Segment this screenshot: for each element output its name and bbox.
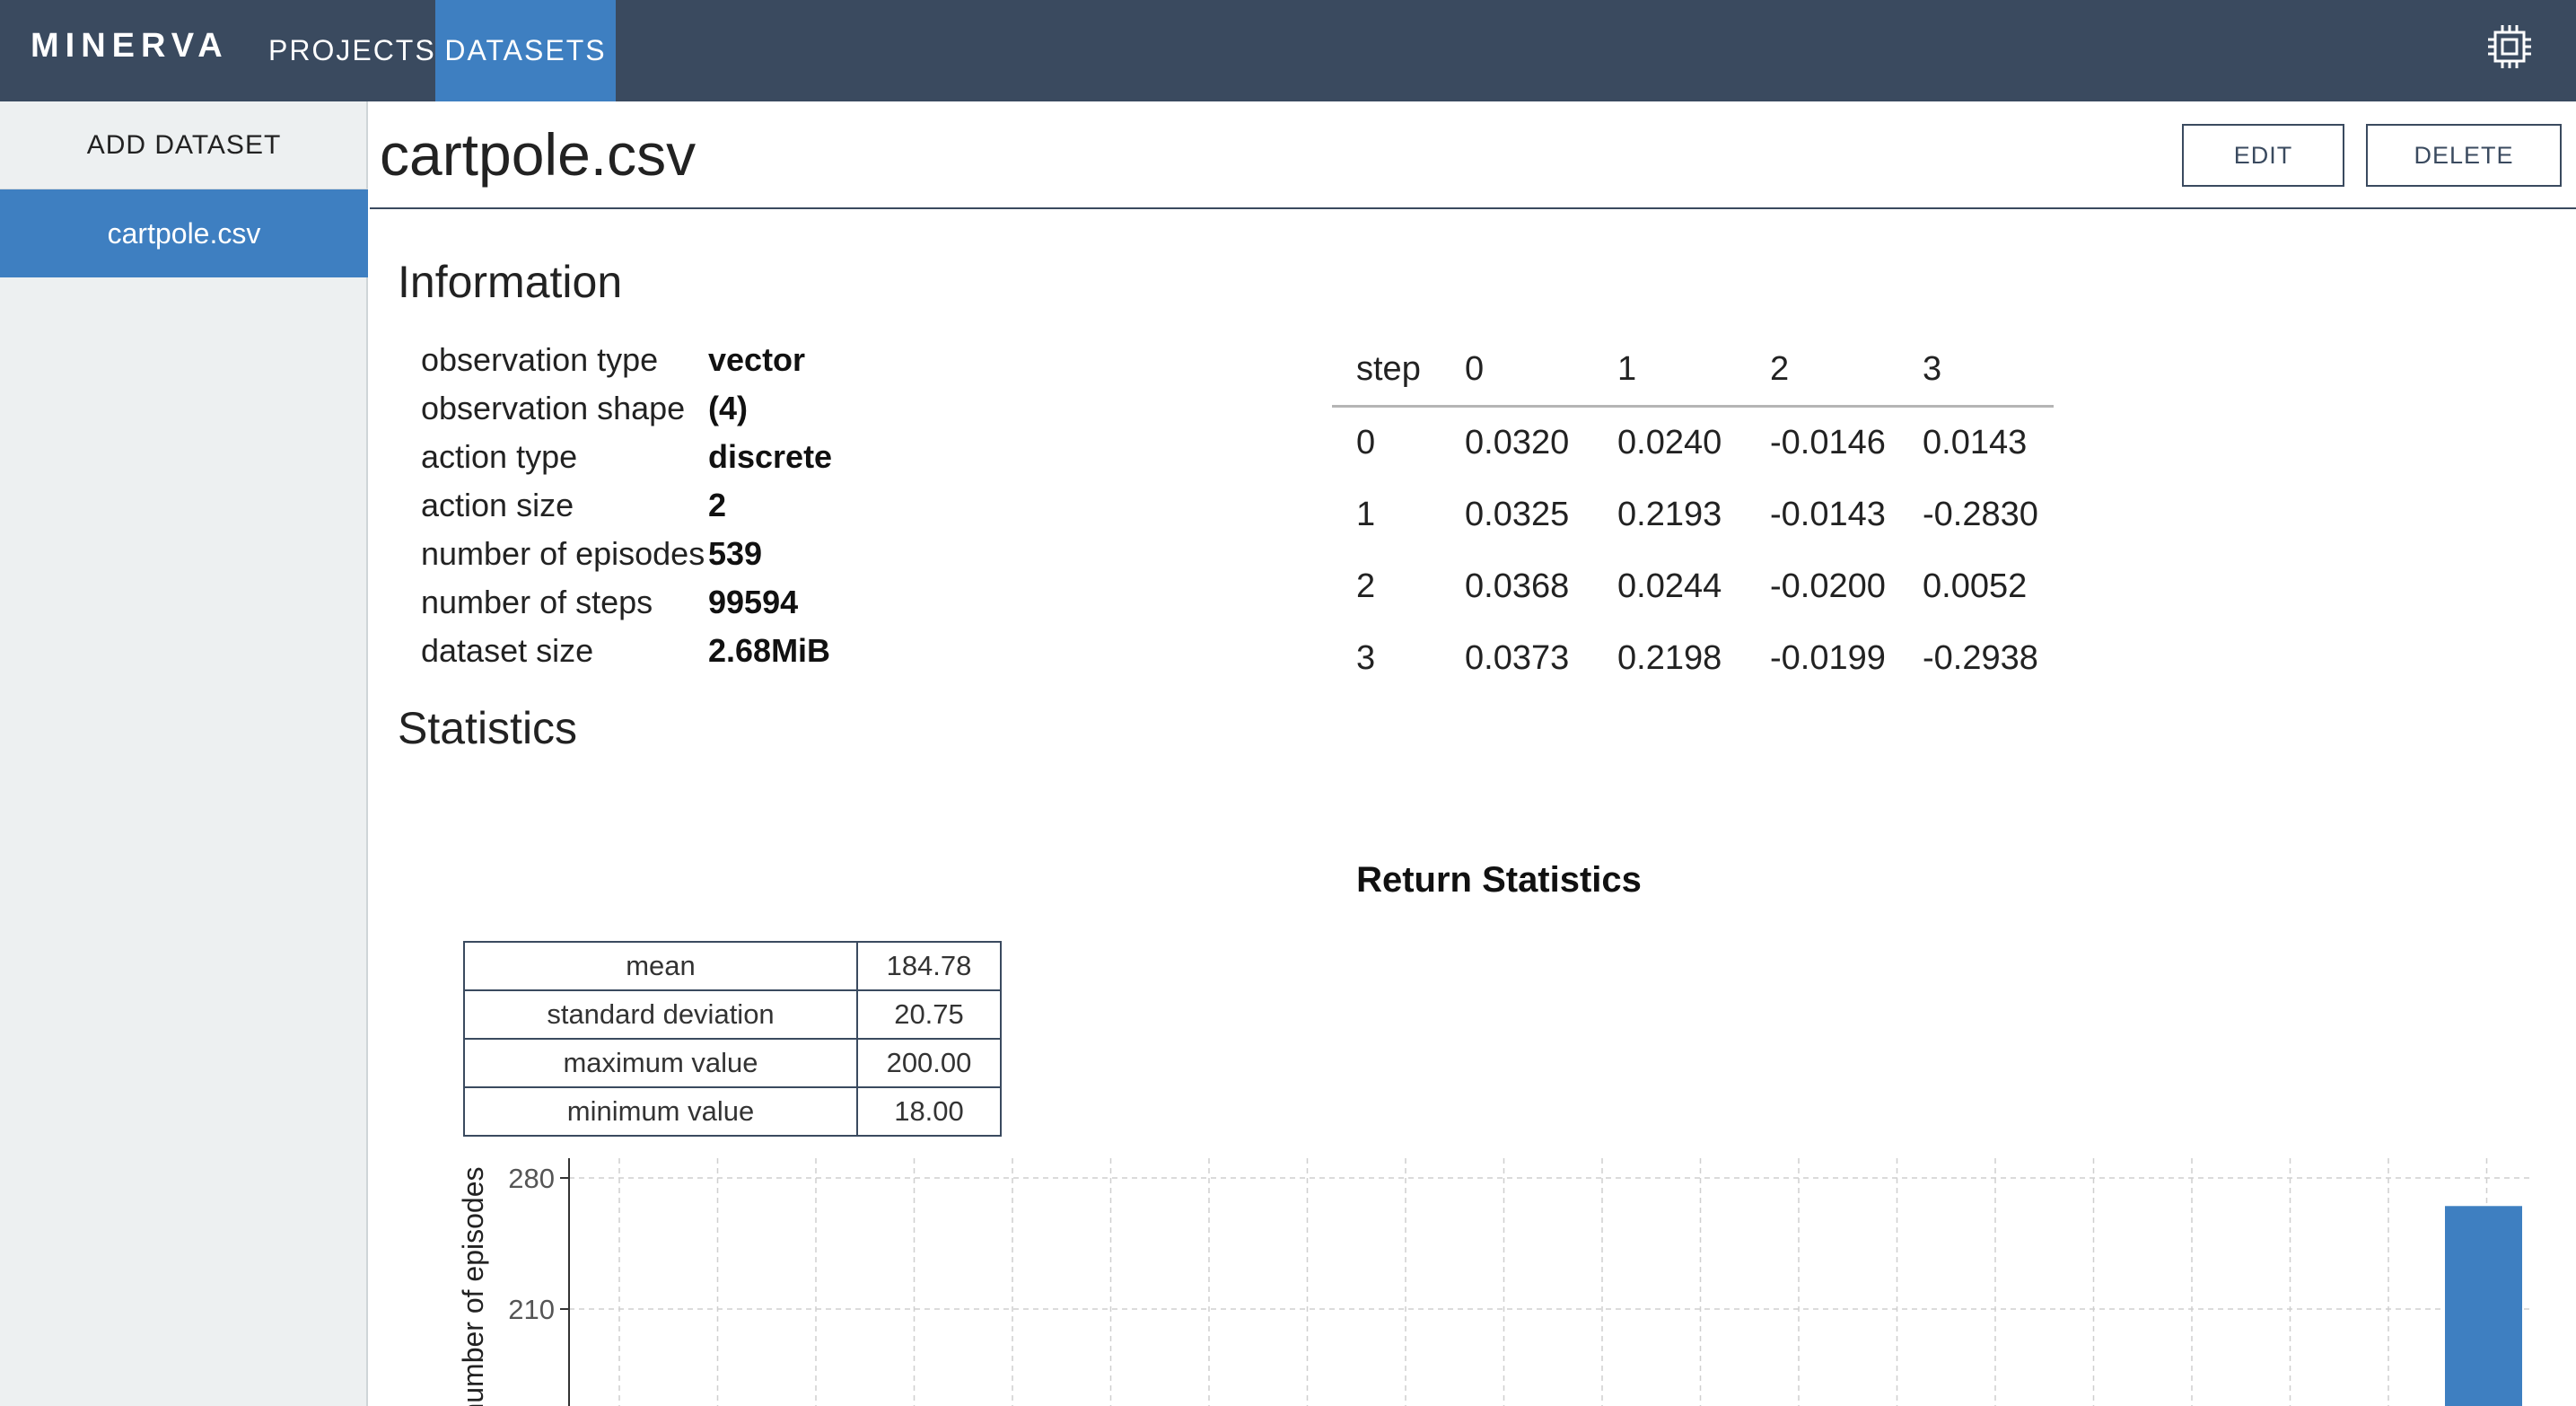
table-cell: 0.0325 xyxy=(1465,496,1570,533)
info-key: observation type xyxy=(421,341,659,378)
table-cell: 3 xyxy=(1356,639,1376,677)
stat-key: minimum value xyxy=(463,1086,858,1137)
table-row: minimum value 18.00 xyxy=(463,1086,1002,1137)
column-header: 3 xyxy=(1923,350,1942,388)
table-cell: 0.0240 xyxy=(1617,424,1722,461)
stat-value: 20.75 xyxy=(856,989,1002,1040)
table-cell: 0.0244 xyxy=(1617,567,1722,605)
chart-grid xyxy=(569,1158,2533,1406)
table-row: maximum value 200.00 xyxy=(463,1038,1002,1088)
table-cell: -0.0143 xyxy=(1770,496,1886,533)
table-cell: 0.0052 xyxy=(1923,567,2028,605)
brand-logo[interactable]: MINERVA xyxy=(31,27,229,65)
return-statistics-title: Return Statistics xyxy=(1356,860,1642,900)
table-cell: -0.0146 xyxy=(1770,424,1886,461)
table-cell: 0.2198 xyxy=(1617,639,1722,677)
title-divider xyxy=(370,207,2576,209)
information-heading: Information xyxy=(398,257,623,307)
delete-button[interactable]: DELETE xyxy=(2366,124,2562,187)
table-cell: 0.2193 xyxy=(1617,496,1722,533)
table-cell: 0.0143 xyxy=(1923,424,2028,461)
info-key: observation shape xyxy=(421,390,686,426)
info-key: action type xyxy=(421,438,578,475)
info-value: 2 xyxy=(708,487,727,523)
stat-value: 184.78 xyxy=(856,941,1002,991)
table-cell: 2 xyxy=(1356,567,1376,605)
info-value: vector xyxy=(708,341,806,378)
stat-key: mean xyxy=(463,941,858,991)
sample-table-header: step 0 1 2 3 xyxy=(1332,343,2054,408)
add-dataset-button[interactable]: ADD DATASET xyxy=(0,101,368,189)
stat-value: 200.00 xyxy=(856,1038,1002,1088)
return-statistics-table: mean 184.78 standard deviation 20.75 max… xyxy=(463,941,1002,1137)
info-key: number of steps xyxy=(421,584,653,620)
info-value: 539 xyxy=(708,535,763,572)
table-cell: 0.0368 xyxy=(1465,567,1570,605)
histogram-bar xyxy=(2445,1206,2522,1406)
table-cell: -0.2830 xyxy=(1923,496,2038,533)
table-cell: -0.0199 xyxy=(1770,639,1886,677)
chip-icon[interactable] xyxy=(2484,22,2535,72)
edit-button[interactable]: EDIT xyxy=(2182,124,2344,187)
chart-bars xyxy=(2445,1206,2522,1406)
sidebar-item-cartpole[interactable]: cartpole.csv xyxy=(0,189,368,277)
nav-tab-datasets[interactable]: DATASETS xyxy=(435,0,616,101)
table-cell: 0.0373 xyxy=(1465,639,1570,677)
table-cell: 0.0320 xyxy=(1465,424,1570,461)
column-header: 0 xyxy=(1465,350,1485,388)
table-cell: 1 xyxy=(1356,496,1376,533)
y-tick-label: 210 xyxy=(508,1294,555,1325)
column-header: step xyxy=(1356,350,1421,388)
y-tick-label: 280 xyxy=(508,1163,555,1194)
info-value: 2.68MiB xyxy=(708,632,831,669)
y-axis-label: number of episodes xyxy=(457,1166,489,1406)
info-key: number of episodes xyxy=(421,535,705,572)
table-cell: -0.2938 xyxy=(1923,639,2038,677)
table-row: standard deviation 20.75 xyxy=(463,989,1002,1040)
top-navbar: MINERVA PROJECTS DATASETS xyxy=(0,0,2576,101)
table-cell: 0 xyxy=(1356,424,1376,461)
column-header: 2 xyxy=(1770,350,1790,388)
statistics-heading: Statistics xyxy=(398,703,578,753)
nav-tab-projects[interactable]: PROJECTS xyxy=(268,34,436,66)
table-cell: -0.0200 xyxy=(1770,567,1886,605)
stat-key: standard deviation xyxy=(463,989,858,1040)
info-key: dataset size xyxy=(421,632,594,669)
info-value: (4) xyxy=(708,390,748,426)
table-row: mean 184.78 xyxy=(463,941,1002,991)
column-header: 1 xyxy=(1617,350,1637,388)
y-ticks: 210 280 xyxy=(508,1163,569,1325)
return-histogram-chart: 210 280 number of episodes xyxy=(457,1158,2533,1406)
info-value: 99594 xyxy=(708,584,799,620)
info-key: action size xyxy=(421,487,574,523)
sidebar: ADD DATASET cartpole.csv xyxy=(0,101,368,1406)
stat-value: 18.00 xyxy=(856,1086,1002,1137)
stat-key: maximum value xyxy=(463,1038,858,1088)
page-title: cartpole.csv xyxy=(380,121,697,188)
info-value: discrete xyxy=(708,438,833,475)
